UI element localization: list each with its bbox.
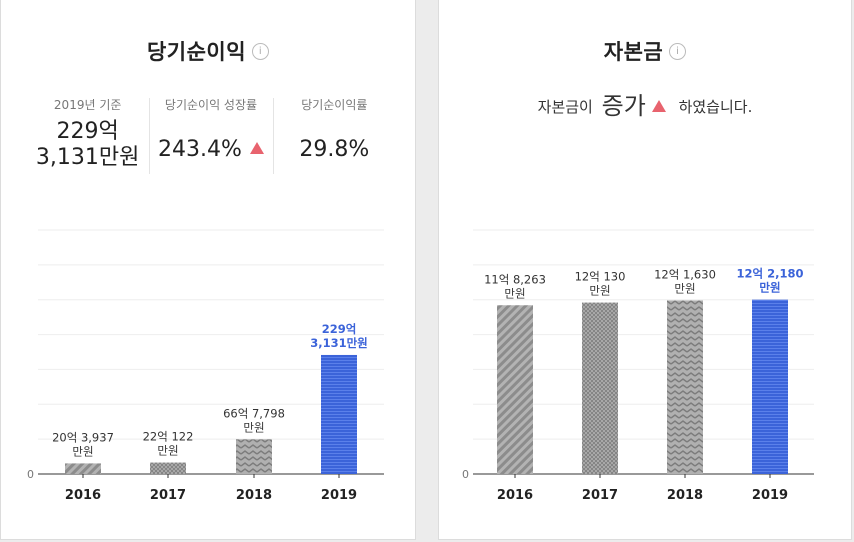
x-tick-label: 2018 bbox=[667, 488, 703, 503]
bar-2019 bbox=[752, 299, 788, 474]
stat-value-line1: 229억 bbox=[56, 119, 119, 144]
growth-rate-value: 243.4% bbox=[158, 137, 242, 162]
stat-growth-rate: 당기순이익 성장률 243.4% bbox=[149, 96, 272, 176]
bar-value-label: 11억 8,263 bbox=[484, 272, 546, 286]
stat-label: 당기순이익 성장률 bbox=[164, 98, 258, 112]
y-tick-label: 0 bbox=[462, 468, 469, 481]
up-arrow-icon bbox=[249, 142, 264, 154]
stat-value-line2: 3,131만원 bbox=[35, 145, 140, 170]
capital-card: 자본금 i 자본금이 증가 하였습니다. 0 11억 8,263 만원 2016 12억 … bbox=[438, 0, 852, 540]
x-tick-label: 2016 bbox=[497, 488, 533, 503]
bar-value-label: 만원 bbox=[759, 281, 780, 295]
bar-value-label: 3,131만원 bbox=[310, 336, 368, 350]
bar-value-label: 20억 3,937 bbox=[52, 430, 114, 444]
bar-value-label: 12억 2,180 bbox=[737, 267, 804, 281]
capital-summary: 자본금이 증가 하였습니다. bbox=[439, 86, 851, 121]
bar-value-label: 만원 bbox=[504, 286, 525, 300]
x-tick-label: 2016 bbox=[65, 488, 101, 503]
summary-prefix: 자본금이 bbox=[537, 98, 593, 116]
bar-value-label: 229억 bbox=[322, 322, 357, 336]
net-income-stats: 2019년 기준 229억 3,131만원 당기순이익 성장률 243.4% 당… bbox=[26, 96, 396, 176]
summary-change: 증가 bbox=[601, 92, 646, 120]
bar-value-label: 만원 bbox=[157, 444, 178, 458]
net-income-title: 당기순이익 i bbox=[1, 36, 415, 66]
stat-net-margin: 당기순이익률 29.8% bbox=[272, 96, 396, 176]
bar-2017 bbox=[582, 302, 618, 474]
stat-base-year: 2019년 기준 229억 3,131만원 bbox=[26, 96, 149, 176]
bar-value-label: 66억 7,798 bbox=[223, 406, 285, 420]
bar-2018 bbox=[236, 439, 272, 474]
bar-2017 bbox=[150, 462, 186, 474]
summary-suffix: 하였습니다. bbox=[678, 98, 753, 116]
bar-value-label: 만원 bbox=[72, 444, 93, 458]
bar-2018 bbox=[667, 300, 703, 474]
bar-value-label: 22억 122 bbox=[143, 430, 194, 444]
stat-label: 2019년 기준 bbox=[53, 98, 122, 112]
info-icon[interactable]: i bbox=[252, 42, 270, 60]
x-tick-label: 2017 bbox=[582, 488, 618, 503]
bar-2016 bbox=[497, 305, 533, 474]
bar-value-label: 12억 130 bbox=[575, 270, 626, 284]
capital-title-text: 자본금 bbox=[603, 40, 664, 64]
bar-2019 bbox=[321, 354, 357, 474]
x-tick-label: 2019 bbox=[321, 488, 357, 503]
stat-value: 29.8% bbox=[299, 137, 370, 162]
bar-value-label: 12억 1,630 bbox=[654, 267, 716, 281]
net-income-title-text: 당기순이익 bbox=[146, 40, 247, 64]
x-tick-label: 2017 bbox=[150, 488, 186, 503]
net-income-card: 당기순이익 i 2019년 기준 229억 3,131만원 당기순이익 성장률 2… bbox=[0, 0, 416, 540]
bar-value-label: 만원 bbox=[589, 284, 610, 298]
x-tick-label: 2019 bbox=[752, 488, 788, 503]
capital-title: 자본금 i bbox=[439, 36, 851, 66]
stat-value: 243.4% bbox=[149, 137, 272, 163]
bar-2016 bbox=[65, 463, 101, 474]
bar-value-label: 만원 bbox=[674, 281, 695, 295]
y-tick-label: 0 bbox=[27, 468, 34, 481]
up-arrow-icon bbox=[651, 99, 666, 112]
info-icon[interactable]: i bbox=[669, 42, 687, 60]
bar-value-label: 만원 bbox=[243, 420, 264, 434]
x-tick-label: 2018 bbox=[236, 488, 272, 503]
stat-label: 당기순이익률 bbox=[301, 98, 368, 112]
stat-value: 229억 3,131만원 bbox=[26, 119, 149, 171]
